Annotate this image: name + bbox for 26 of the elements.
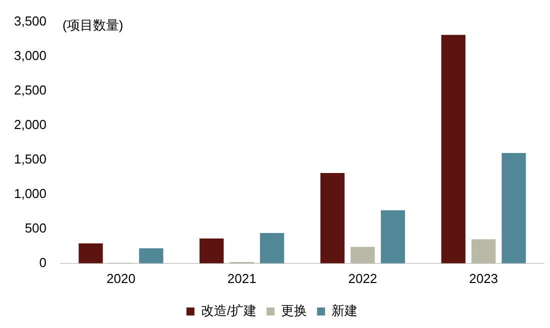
legend-label: 改造/扩建	[200, 303, 257, 318]
bar	[441, 34, 466, 264]
bar	[260, 233, 284, 264]
x-tick-label: 2021	[227, 270, 256, 286]
y-tick-label: 1,500	[14, 151, 47, 166]
y-tick-label: 3,000	[14, 48, 47, 63]
bar	[380, 210, 406, 264]
bar	[502, 152, 526, 264]
y-tick-label: 500	[24, 220, 47, 236]
bar	[78, 243, 103, 264]
legend-label: 新建	[332, 303, 358, 318]
bar	[320, 172, 345, 264]
x-tick-label: 2023	[469, 270, 498, 286]
y-tick-label: 2,000	[14, 116, 47, 132]
bar	[350, 246, 375, 264]
y-tick-label: 1,000	[14, 186, 47, 201]
y-tick-label: 0	[39, 254, 47, 270]
x-tick-label: 2020	[106, 270, 136, 286]
x-tick-label: 2022	[348, 270, 378, 286]
bar	[139, 248, 164, 264]
bar	[471, 239, 496, 264]
y-tick-label: 2,500	[14, 82, 47, 98]
legend-label: 更换	[281, 303, 308, 318]
y-tick-label: 3,500	[14, 13, 47, 28]
bar	[200, 238, 224, 264]
y-axis-title: (项目数量)	[62, 17, 124, 32]
